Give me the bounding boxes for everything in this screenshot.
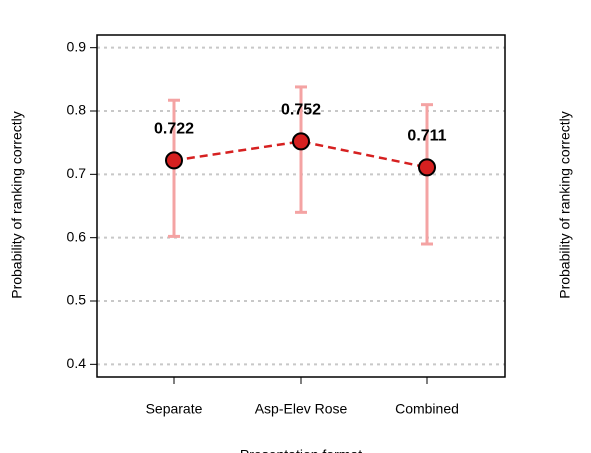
point bbox=[165, 151, 183, 170]
y-tick-label: 0.5 bbox=[67, 292, 87, 308]
y-tick-label: 0.4 bbox=[67, 355, 87, 371]
point bbox=[418, 158, 436, 177]
series-line bbox=[173, 140, 428, 169]
y-tick-label: 0.9 bbox=[67, 38, 87, 54]
x-tick-label: Combined bbox=[395, 401, 459, 417]
x-axis-label: Presentation format bbox=[240, 447, 362, 453]
right-y-axis-label: Probability of ranking correctly bbox=[557, 111, 573, 299]
y-tick-label: 0.8 bbox=[67, 102, 87, 118]
value-label: 0.711 bbox=[407, 128, 446, 145]
x-tick-label: Asp-Elev Rose bbox=[255, 401, 348, 417]
value-label: 0.722 bbox=[154, 121, 194, 138]
y-axis-label: Probability of ranking correctly bbox=[9, 111, 25, 299]
y-tick-label: 0.6 bbox=[67, 228, 87, 244]
y-tick-label: 0.7 bbox=[67, 165, 87, 181]
point bbox=[292, 132, 310, 151]
x-tick-label: Separate bbox=[146, 401, 203, 417]
value-label: 0.752 bbox=[281, 102, 321, 119]
